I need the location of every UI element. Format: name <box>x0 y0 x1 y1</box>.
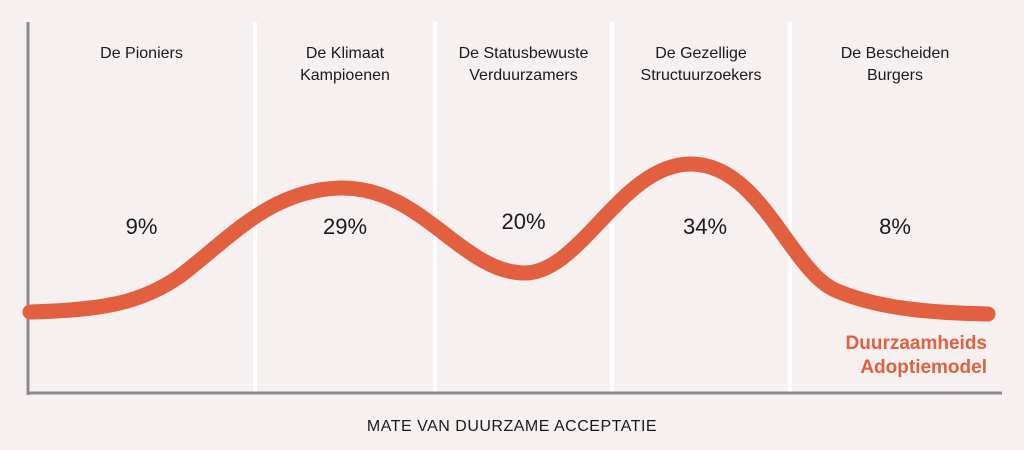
segment-percentage: 9% <box>126 214 158 239</box>
x-axis-label: MATE VAN DUURZAME ACCEPTATIE <box>367 418 657 435</box>
curve-label: Duurzaamheids Adoptiemodel <box>846 333 987 378</box>
segment-percentage: 34% <box>683 214 727 239</box>
segment-label: De Pioniers <box>100 45 183 62</box>
segment-label: De Statusbewuste Verduurzamers <box>459 45 589 84</box>
segment-label: De Bescheiden Burgers <box>841 45 950 84</box>
adoption-curve <box>22 156 996 322</box>
segment-percentage: 29% <box>323 214 367 239</box>
segment-percentage: 20% <box>501 209 545 234</box>
segment-label: De Gezellige Structuurzoekers <box>641 45 762 84</box>
segment-label: De Klimaat Kampioenen <box>300 45 390 84</box>
segment-percentage: 8% <box>879 214 911 239</box>
